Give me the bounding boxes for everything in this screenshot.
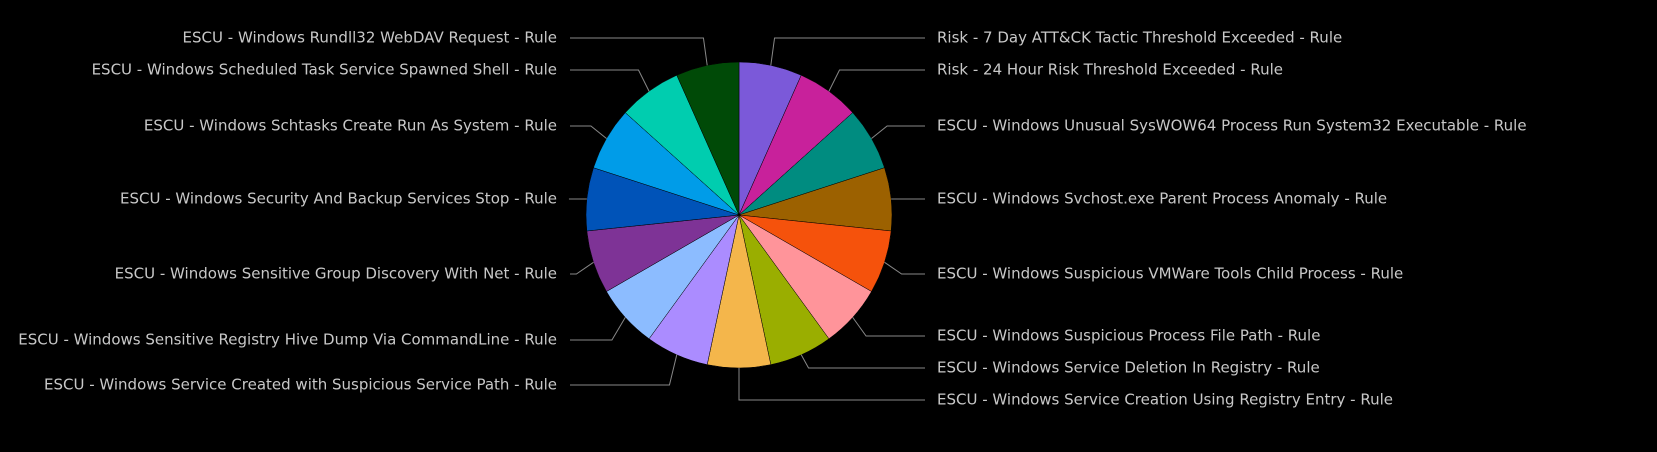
leader-line <box>570 354 678 386</box>
slice-label: ESCU - Windows Schtasks Create Run As Sy… <box>144 117 557 135</box>
slice-label: ESCU - Windows Svchost.exe Parent Proces… <box>937 190 1387 208</box>
leader-line <box>770 37 925 66</box>
leader-line <box>570 69 650 92</box>
leader-line <box>852 317 925 337</box>
slice-label: ESCU - Windows Rundll32 WebDAV Request -… <box>183 29 557 47</box>
slice-label: ESCU - Windows Sensitive Registry Hive D… <box>18 331 557 349</box>
slice-label: Risk - 7 Day ATT&CK Tactic Threshold Exc… <box>937 29 1342 47</box>
slice-label: ESCU - Windows Service Deletion In Regis… <box>937 359 1320 377</box>
slice-label: ESCU - Windows Service Creation Using Re… <box>937 391 1393 409</box>
slice-label: ESCU - Windows Service Created with Susp… <box>44 376 557 394</box>
leader-line <box>570 317 626 341</box>
leader-line <box>800 354 925 369</box>
pie-slice <box>676 61 740 216</box>
leader-line <box>884 261 925 275</box>
leader-line <box>738 368 925 401</box>
slice-label: ESCU - Windows Sensitive Group Discovery… <box>115 265 557 283</box>
leader-line <box>570 261 594 275</box>
slice-label: ESCU - Windows Security And Backup Servi… <box>120 190 557 208</box>
slice-label: Risk - 24 Hour Risk Threshold Exceeded -… <box>937 61 1283 79</box>
leader-line <box>871 125 925 139</box>
slice-label: ESCU - Windows Unusual SysWOW64 Process … <box>937 117 1527 135</box>
slice-label: ESCU - Windows Scheduled Task Service Sp… <box>92 61 557 79</box>
slice-label: ESCU - Windows Suspicious VMWare Tools C… <box>937 265 1403 283</box>
leader-line <box>828 69 925 92</box>
slice-label: ESCU - Windows Suspicious Process File P… <box>937 327 1320 345</box>
leader-line <box>570 37 708 66</box>
leader-line <box>570 125 607 139</box>
